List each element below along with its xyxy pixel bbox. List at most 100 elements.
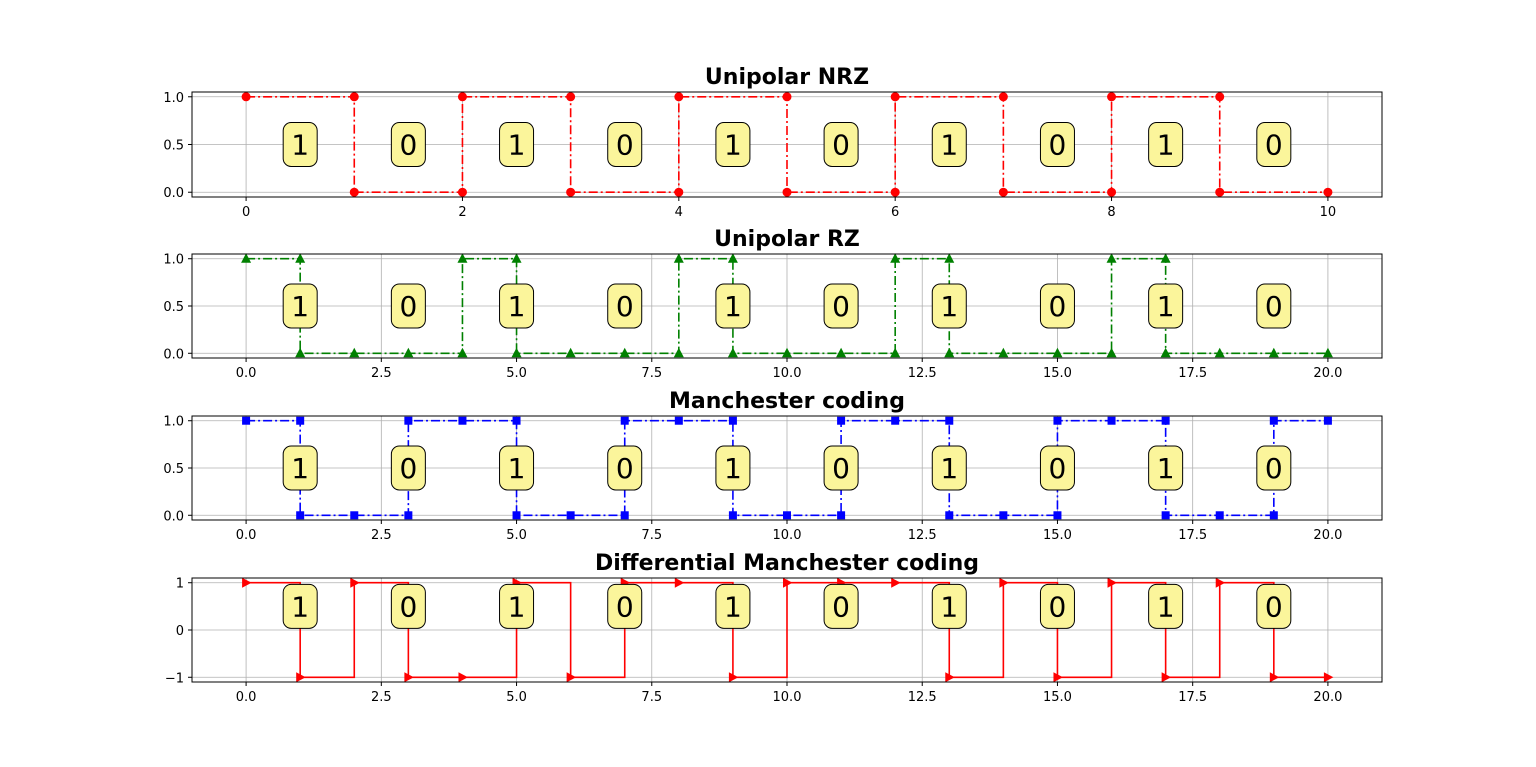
data-point xyxy=(728,511,737,520)
data-point xyxy=(727,347,738,358)
x-tick-label: 10 xyxy=(1320,205,1337,220)
data-point xyxy=(295,347,306,358)
data-point xyxy=(1323,672,1334,683)
data-point xyxy=(674,92,684,102)
data-point xyxy=(674,187,684,197)
bit-label-box xyxy=(1256,583,1292,629)
bit-label: 1 xyxy=(940,129,958,162)
bit-label-box xyxy=(1148,583,1184,629)
data-point xyxy=(458,672,468,683)
bit-label-box xyxy=(390,122,426,167)
bit-label-box xyxy=(715,445,751,491)
bit-label: 1 xyxy=(1157,452,1175,485)
bit-label: 0 xyxy=(399,290,417,323)
bit-label-box xyxy=(1148,283,1184,329)
data-point xyxy=(241,253,252,263)
x-tick-label: 17.5 xyxy=(1178,528,1207,543)
bit-label: 0 xyxy=(1049,129,1067,162)
bit-label-box xyxy=(607,445,643,491)
x-tick-label: 20.0 xyxy=(1313,366,1342,381)
data-point xyxy=(783,577,793,588)
data-point xyxy=(1161,416,1170,425)
bit-label: 0 xyxy=(616,129,634,162)
data-point xyxy=(945,672,955,683)
data-point xyxy=(242,577,252,588)
data-point xyxy=(1214,347,1225,358)
data-point xyxy=(296,416,305,425)
bit-label-box xyxy=(823,445,859,491)
x-tick-label: 8 xyxy=(1107,205,1115,220)
data-point xyxy=(891,416,900,425)
bit-label-box xyxy=(931,445,967,491)
x-tick-label: 17.5 xyxy=(1178,690,1207,705)
x-tick-label: 4 xyxy=(675,205,683,220)
data-point xyxy=(836,347,847,358)
bit-label: 0 xyxy=(1265,452,1283,485)
data-point xyxy=(1323,416,1332,425)
bit-label-box xyxy=(390,283,426,329)
data-point xyxy=(458,416,467,425)
bit-label: 1 xyxy=(508,290,526,323)
data-point xyxy=(296,672,306,683)
chart-title: Unipolar RZ xyxy=(714,227,860,252)
x-tick-label: 5.0 xyxy=(506,528,527,543)
data-point xyxy=(350,511,359,520)
bit-label: 1 xyxy=(291,452,309,485)
chart-title: Unipolar NRZ xyxy=(705,65,869,90)
bit-label-box xyxy=(1256,445,1292,491)
x-tick-label: 0.0 xyxy=(236,528,257,543)
bit-label: 0 xyxy=(399,129,417,162)
bit-label: 0 xyxy=(616,452,634,485)
y-tick-label: 1 xyxy=(176,577,184,592)
data-point xyxy=(511,347,522,358)
data-point xyxy=(728,416,737,425)
data-point xyxy=(1053,672,1063,683)
data-point xyxy=(457,187,467,197)
bit-label: 0 xyxy=(1049,290,1067,323)
x-tick-label: 20.0 xyxy=(1313,528,1342,543)
data-point xyxy=(1052,347,1063,358)
bit-label: 1 xyxy=(724,590,742,623)
data-point xyxy=(782,187,792,197)
y-tick-label: 0.5 xyxy=(163,300,184,315)
x-tick-label: 6 xyxy=(891,205,899,220)
y-tick-label: 0.5 xyxy=(163,462,184,477)
data-point xyxy=(674,416,683,425)
data-point xyxy=(1053,416,1062,425)
x-tick-label: 0.0 xyxy=(236,690,257,705)
y-tick-label: 0 xyxy=(176,624,184,639)
bit-label: 1 xyxy=(1157,290,1175,323)
bit-label: 1 xyxy=(940,590,958,623)
data-point xyxy=(565,347,576,358)
bit-label: 1 xyxy=(724,129,742,162)
data-point xyxy=(1215,92,1225,102)
data-point xyxy=(566,672,577,683)
bit-label: 0 xyxy=(399,452,417,485)
chart-panel-3: 1 0 1 0 1 0 1 0 1 0 0.0 2.5 5.0 7.5 10.0 12.5 15.0 17.5 20… xyxy=(165,551,1383,705)
bit-label: 0 xyxy=(1265,290,1283,323)
bit-label: 0 xyxy=(1049,590,1067,623)
chart-title: Differential Manchester coding xyxy=(595,551,979,576)
bit-label-box xyxy=(607,583,643,629)
data-point xyxy=(1215,511,1224,520)
bit-label-box xyxy=(823,283,859,329)
bit-label-box xyxy=(499,122,535,167)
data-point xyxy=(404,416,413,425)
bit-label-box xyxy=(1256,283,1292,329)
data-point xyxy=(890,187,900,197)
data-point xyxy=(1106,347,1117,358)
x-tick-label: 10.0 xyxy=(773,690,802,705)
data-point xyxy=(620,511,629,520)
bit-label: 0 xyxy=(832,590,850,623)
bit-label-box xyxy=(1256,122,1292,167)
data-point xyxy=(457,253,468,263)
data-point xyxy=(349,92,359,102)
data-point xyxy=(998,187,1008,197)
data-point xyxy=(620,416,629,425)
data-point xyxy=(242,416,251,425)
data-point xyxy=(350,577,360,588)
data-point xyxy=(837,511,846,520)
data-point xyxy=(890,92,900,102)
